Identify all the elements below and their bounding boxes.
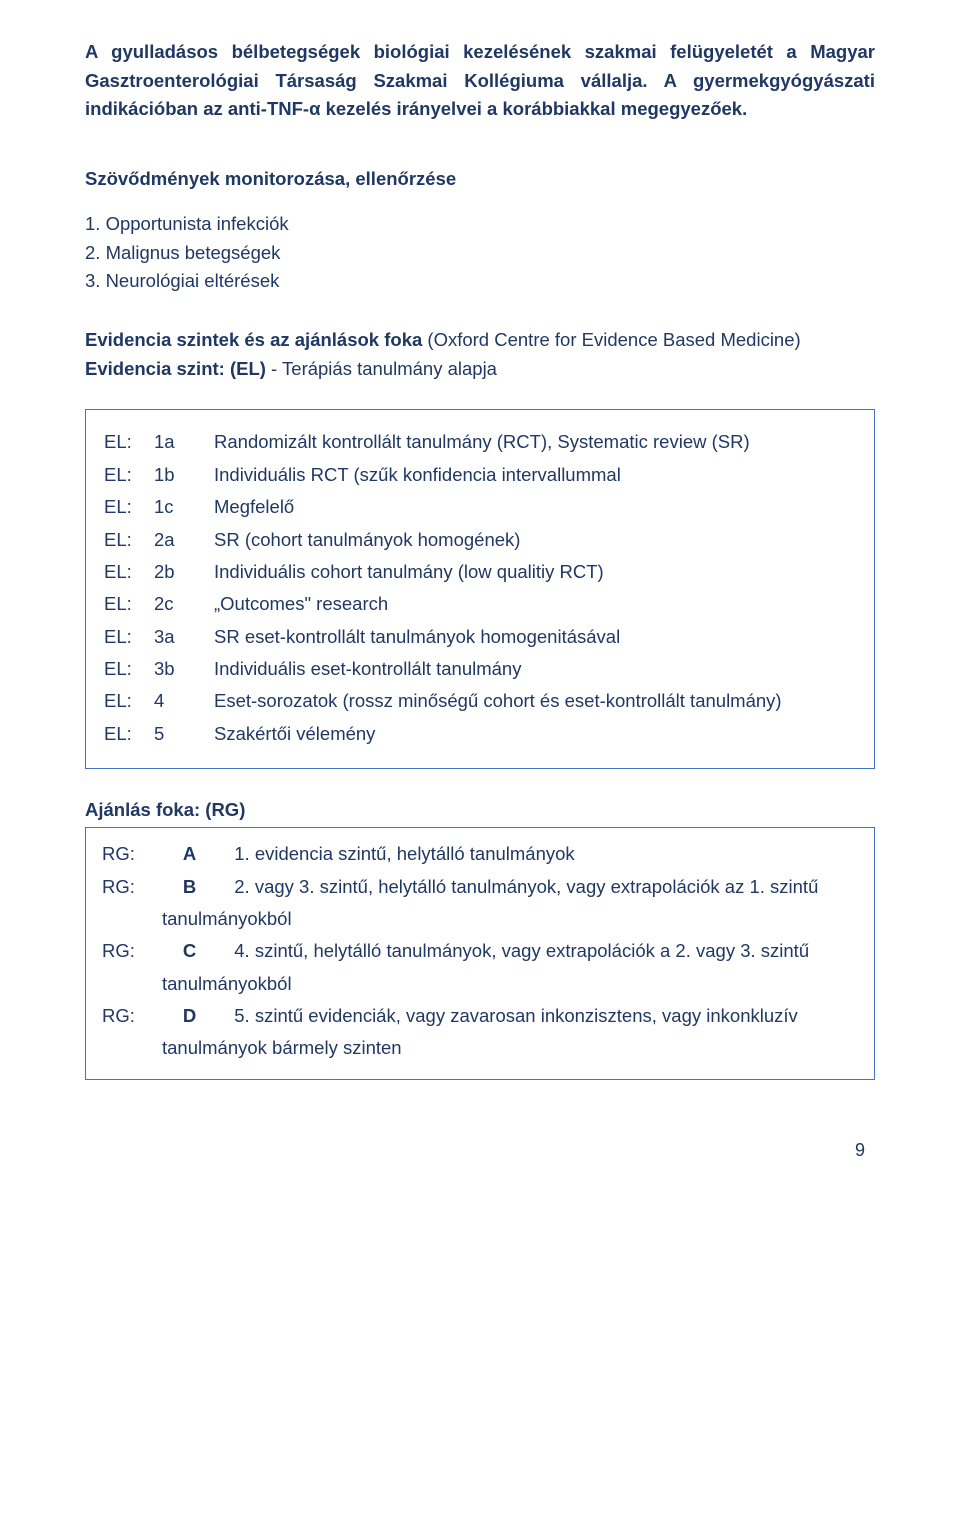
table-row: RG: C 4. szintű, helytálló tanulmányok, va… xyxy=(102,935,858,1000)
el-label: EL: xyxy=(104,426,154,458)
rg-desc-cont: tanulmányokból xyxy=(102,968,858,1000)
el-desc: Individuális cohort tanulmány (low quali… xyxy=(214,556,856,588)
rg-label: RG: xyxy=(102,838,135,870)
el-code: 1c xyxy=(154,491,214,523)
el-desc: Randomizált kontrollált tanulmány (RCT),… xyxy=(214,426,856,458)
rg-desc: 1. evidencia szintű, helytálló tanulmány… xyxy=(234,838,858,870)
table-row: EL:2bIndividuális cohort tanulmány (low … xyxy=(104,556,856,588)
el-desc: SR eset-kontrollált tanulmányok homogeni… xyxy=(214,621,856,653)
table-row: EL:1cMegfelelő xyxy=(104,491,856,523)
table-row: EL:1bIndividuális RCT (szűk konfidencia … xyxy=(104,459,856,491)
table-row: EL:1aRandomizált kontrollált tanulmány (… xyxy=(104,426,856,458)
table-row: EL:2c„Outcomes" research xyxy=(104,588,856,620)
evidence-intro-text1: (Oxford Centre for Evidence Based Medici… xyxy=(422,329,800,350)
table-row: EL:2aSR (cohort tanulmányok homogének) xyxy=(104,524,856,556)
table-row: EL:4Eset-sorozatok (rossz minőségű cohor… xyxy=(104,685,856,717)
rg-label: RG: xyxy=(102,935,135,967)
el-code: 1b xyxy=(154,459,214,491)
evidence-intro-text2: - Terápiás tanulmány alapja xyxy=(266,358,497,379)
el-code: 2c xyxy=(154,588,214,620)
table-row: RG: D 5. szintű evidenciák, vagy zavarosan… xyxy=(102,1000,858,1065)
el-label: EL: xyxy=(104,621,154,653)
list-item: 1. Opportunista infekciók xyxy=(85,210,875,239)
el-code: 3a xyxy=(154,621,214,653)
table-row: EL:3aSR eset-kontrollált tanulmányok hom… xyxy=(104,621,856,653)
el-desc: Individuális RCT (szűk konfidencia inter… xyxy=(214,459,856,491)
rg-title: Ajánlás foka: (RG) xyxy=(85,799,875,821)
el-label: EL: xyxy=(104,556,154,588)
table-row: EL:3bIndividuális eset-kontrollált tanul… xyxy=(104,653,856,685)
rg-desc: 2. vagy 3. szintű, helytálló tanulmányok… xyxy=(234,871,858,903)
el-desc: SR (cohort tanulmányok homogének) xyxy=(214,524,856,556)
rg-desc: 5. szintű evidenciák, vagy zavarosan ink… xyxy=(234,1000,858,1032)
el-label: EL: xyxy=(104,685,154,717)
evidence-intro: Evidencia szintek és az ajánlások foka (… xyxy=(85,326,875,383)
el-label: EL: xyxy=(104,718,154,750)
section-title-monitoring: Szövődmények monitorozása, ellenőrzése xyxy=(85,168,875,190)
rg-code: D xyxy=(183,1000,196,1032)
el-desc: Eset-sorozatok (rossz minőségű cohort és… xyxy=(214,685,856,717)
rg-label: RG: xyxy=(102,1000,135,1032)
el-code: 1a xyxy=(154,426,214,458)
list-item: 2. Malignus betegségek xyxy=(85,239,875,268)
el-code: 3b xyxy=(154,653,214,685)
el-code: 2b xyxy=(154,556,214,588)
rg-table-box: RG: A 1. evidencia szintű, helytálló tanul… xyxy=(85,827,875,1080)
el-label: EL: xyxy=(104,653,154,685)
el-label: EL: xyxy=(104,491,154,523)
rg-desc-cont: tanulmányokból xyxy=(102,903,858,935)
rg-code: A xyxy=(183,838,196,870)
el-table-box: EL:1aRandomizált kontrollált tanulmány (… xyxy=(85,409,875,769)
el-desc: Megfelelő xyxy=(214,491,856,523)
intro-paragraph: A gyulladásos bélbetegségek biológiai ke… xyxy=(85,38,875,124)
numbered-list: 1. Opportunista infekciók 2. Malignus be… xyxy=(85,210,875,296)
el-code: 4 xyxy=(154,685,214,717)
list-item: 3. Neurológiai eltérések xyxy=(85,267,875,296)
evidence-intro-bold2: Evidencia szint: (EL) xyxy=(85,358,266,379)
el-label: EL: xyxy=(104,588,154,620)
evidence-intro-bold1: Evidencia szintek és az ajánlások foka xyxy=(85,329,422,350)
el-label: EL: xyxy=(104,459,154,491)
el-desc: Szakértői vélemény xyxy=(214,718,856,750)
rg-desc: 4. szintű, helytálló tanulmányok, vagy e… xyxy=(234,935,858,967)
table-row: EL:5Szakértői vélemény xyxy=(104,718,856,750)
el-desc: Individuális eset-kontrollált tanulmány xyxy=(214,653,856,685)
el-desc: „Outcomes" research xyxy=(214,588,856,620)
rg-label: RG: xyxy=(102,871,135,903)
rg-code: B xyxy=(183,871,196,903)
el-code: 2a xyxy=(154,524,214,556)
el-label: EL: xyxy=(104,524,154,556)
table-row: RG: A 1. evidencia szintű, helytálló tanul… xyxy=(102,838,858,870)
rg-desc-cont: tanulmányok bármely szinten xyxy=(102,1032,858,1064)
rg-code: C xyxy=(183,935,196,967)
table-row: RG: B 2. vagy 3. szintű, helytálló tanulmá… xyxy=(102,871,858,936)
page-number: 9 xyxy=(85,1140,875,1161)
el-code: 5 xyxy=(154,718,214,750)
